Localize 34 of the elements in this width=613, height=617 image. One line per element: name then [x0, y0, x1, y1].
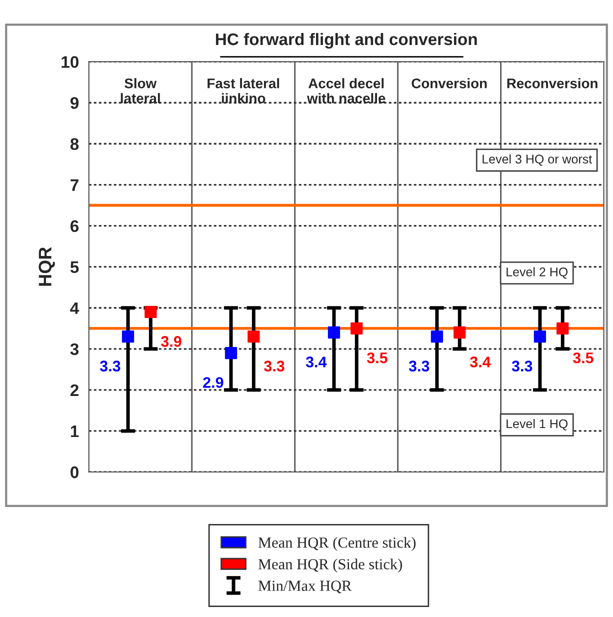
y-tick-label: 7 — [70, 179, 78, 191]
y-tick-label: 9 — [70, 97, 79, 109]
text: Min/Max HQR — [258, 580, 352, 594]
annotation: Level 1 HQ — [506, 418, 568, 430]
annotation: Level 3 HQ or worst — [482, 154, 592, 166]
y-tick-label: 5 — [70, 261, 79, 274]
data-label: 3.3 — [264, 360, 284, 372]
data-label: 3.3 — [512, 360, 532, 372]
x-tick-label: Accel decel with nacelle — [306, 78, 386, 104]
y-tick-label: 0 — [70, 466, 78, 478]
y-tick-label: 8 — [70, 138, 79, 150]
legend-label: Mean HQR (Side stick) — [258, 558, 402, 572]
y-tick-label: 2 — [70, 384, 78, 396]
data-label: 3.3 — [100, 360, 120, 372]
data-label: 3.5 — [366, 352, 388, 364]
x-tick-label: Slow lateral — [120, 78, 160, 104]
x-tick-label: Reconversion — [507, 78, 598, 88]
data-label: 3.4 — [470, 356, 491, 368]
legend-label: Mean HQR (Centre stick) — [258, 537, 416, 551]
y-axis-title: HQR — [38, 247, 55, 286]
chart-title: HC forward flight and conversion — [216, 32, 477, 49]
y-tick-label: 4 — [70, 302, 80, 314]
annotation: Level 2 HQ — [506, 267, 568, 279]
y-tick-label: 1 — [70, 426, 79, 438]
data-label: 3.4 — [306, 356, 327, 368]
x-tick-label: Conversion — [412, 78, 487, 88]
y-tick-label: 3 — [70, 343, 79, 356]
x-tick-label: Fast lateral iinkino — [208, 78, 280, 104]
data-label: 3.3 — [408, 360, 430, 372]
data-label: 3.9 — [161, 336, 182, 347]
y-tick-label: 10 — [62, 56, 78, 68]
data-label: 3.5 — [572, 352, 594, 364]
data-label: 2.9 — [203, 377, 224, 388]
y-tick-label: 6 — [70, 220, 79, 232]
